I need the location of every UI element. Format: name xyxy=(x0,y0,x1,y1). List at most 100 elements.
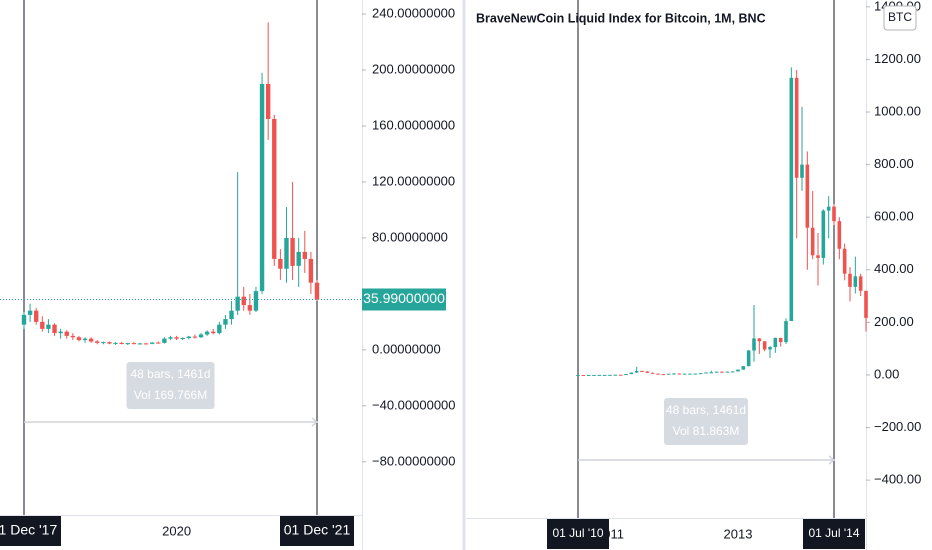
candle-body xyxy=(650,372,655,374)
candle-body xyxy=(704,372,708,374)
x-tick-label: 2013 xyxy=(724,526,753,541)
candle-body xyxy=(864,290,868,318)
candle-body xyxy=(82,338,88,341)
candle-body xyxy=(640,371,644,373)
candle-body xyxy=(778,337,783,343)
candle-body xyxy=(137,343,143,345)
y-tick-label: −200.00 xyxy=(874,419,921,434)
candle-body xyxy=(76,337,82,341)
candle-body xyxy=(741,366,746,370)
measure-bars: 48 bars, 1461d xyxy=(666,403,746,417)
candle-body xyxy=(64,331,69,336)
candle-body xyxy=(88,338,94,342)
candle-body xyxy=(592,374,596,376)
candle-body xyxy=(730,371,735,373)
candle-body xyxy=(308,258,314,283)
candle-body xyxy=(40,321,45,329)
candle-body xyxy=(125,343,130,345)
measure-volume: Vol 81.863M xyxy=(673,424,740,438)
candle-body xyxy=(720,371,724,373)
candle-body xyxy=(602,374,607,376)
candle-body xyxy=(58,331,63,334)
candle-body xyxy=(259,83,265,292)
candle-body xyxy=(618,374,623,376)
candle-body xyxy=(805,164,810,228)
candle-body xyxy=(168,337,173,339)
candle-body xyxy=(848,273,852,287)
range-label: 01 Dec '21 xyxy=(284,522,351,538)
y-tick-label: 400.00 xyxy=(874,261,914,276)
range-label-box xyxy=(547,519,609,549)
candle-body xyxy=(247,305,253,311)
candle-body xyxy=(70,335,76,338)
candle-body xyxy=(725,371,730,373)
candle-body xyxy=(107,342,112,344)
candle-body xyxy=(113,342,118,344)
candle-body xyxy=(693,373,698,375)
candle-body xyxy=(302,251,307,259)
candle-body xyxy=(842,248,847,274)
range-label-box xyxy=(803,519,865,549)
candle-body xyxy=(119,342,124,344)
measure-box xyxy=(664,398,748,445)
range-label: 01 Jul '10 xyxy=(553,526,604,540)
candle-body xyxy=(634,371,639,373)
candle-body xyxy=(217,324,222,334)
y-tick-label: 0.00000000 xyxy=(372,341,441,356)
candle-body xyxy=(826,206,831,211)
candle-body xyxy=(682,373,687,375)
candle-body xyxy=(272,118,277,259)
candle-body xyxy=(597,374,602,376)
candle-body xyxy=(143,343,149,345)
candle-body xyxy=(21,314,27,325)
candle-body xyxy=(265,83,271,119)
range-label-box xyxy=(0,516,61,546)
candle-body xyxy=(162,338,167,343)
candle-body xyxy=(192,336,198,338)
candle-body xyxy=(629,372,634,375)
range-label-box xyxy=(280,516,354,546)
candle-body xyxy=(284,237,289,269)
candle-body xyxy=(235,296,240,311)
candle-body xyxy=(241,296,246,306)
candle-body xyxy=(752,338,756,351)
candle-body xyxy=(816,255,820,258)
candle-body xyxy=(784,321,788,343)
candle-body xyxy=(186,336,192,338)
measure-bars: 48 bars, 1461d xyxy=(130,367,210,381)
candle-body xyxy=(656,373,660,375)
measure-box xyxy=(126,362,215,409)
chart-title: BraveNewCoin Liquid Index for Bitcoin, 1… xyxy=(476,11,766,25)
candle-body xyxy=(46,324,51,329)
candle-body xyxy=(832,206,836,222)
candle-body xyxy=(714,371,719,373)
candle-body xyxy=(278,258,283,269)
y-tick-label: 800.00 xyxy=(874,156,914,171)
y-tick-label: 80.00000000 xyxy=(372,229,448,244)
range-label: 01 Jul '14 xyxy=(809,526,860,540)
candle-body xyxy=(773,337,778,348)
candle-body xyxy=(586,374,591,376)
candle-body xyxy=(613,374,618,376)
candle-body xyxy=(800,164,804,178)
candle-body xyxy=(858,276,863,291)
price-label-box xyxy=(362,288,446,311)
candle-body xyxy=(757,338,762,342)
y-tick-label: −80.00000000 xyxy=(372,453,456,468)
y-tick-label: −40.00000000 xyxy=(372,397,456,412)
candle-body xyxy=(661,374,666,376)
candle-body xyxy=(736,369,740,372)
currency-label: BTC xyxy=(888,10,912,24)
candle-body xyxy=(581,374,586,376)
candle-body xyxy=(198,334,204,338)
x-tick-label: 2020 xyxy=(162,523,191,538)
candle-body xyxy=(131,343,137,345)
candle-body xyxy=(789,77,794,322)
y-tick-label: 120.00000000 xyxy=(372,173,455,188)
measure-volume: Vol 169.766M xyxy=(134,388,207,402)
candle-body xyxy=(853,276,858,287)
candle-body xyxy=(688,373,692,375)
candle-body xyxy=(101,342,106,344)
candle-body xyxy=(698,373,703,375)
